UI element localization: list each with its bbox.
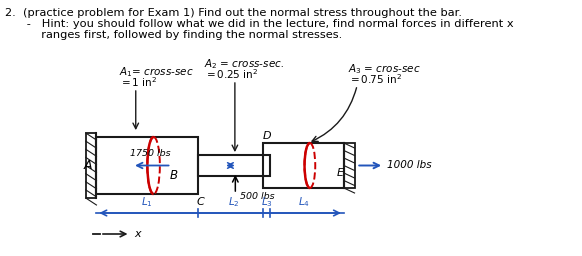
Text: $L_2$: $L_2$ <box>228 195 240 209</box>
Text: C: C <box>196 197 204 207</box>
Text: 1750 lbs: 1750 lbs <box>130 148 171 157</box>
Text: $L_3$: $L_3$ <box>261 195 272 209</box>
Text: $L_1$: $L_1$ <box>141 195 153 209</box>
Text: $A_2$ = cross-sec.: $A_2$ = cross-sec. <box>204 57 284 71</box>
Text: $A_3$ = cros-sec: $A_3$ = cros-sec <box>348 62 421 76</box>
Text: $= 0.75\ \mathrm{in}^2$: $= 0.75\ \mathrm{in}^2$ <box>348 72 402 86</box>
Text: 2.  (practice problem for Exam 1) Find out the normal stress throughout the bar.: 2. (practice problem for Exam 1) Find ou… <box>5 8 462 18</box>
Text: D: D <box>262 131 271 141</box>
Text: ranges first, followed by finding the normal stresses.: ranges first, followed by finding the no… <box>5 30 343 40</box>
Text: 500 lbs: 500 lbs <box>240 192 275 201</box>
Text: $x$: $x$ <box>134 229 143 239</box>
Text: $= 1\ \mathrm{in}^2$: $= 1\ \mathrm{in}^2$ <box>119 75 157 89</box>
Text: $= 0.25\ \mathrm{in}^2$: $= 0.25\ \mathrm{in}^2$ <box>204 67 258 81</box>
Text: -   Hint: you should follow what we did in the lecture, find normal forces in di: - Hint: you should follow what we did in… <box>5 19 514 29</box>
Text: $A_1$= cross-sec: $A_1$= cross-sec <box>119 65 194 79</box>
Text: B: B <box>170 169 178 182</box>
Text: A: A <box>83 159 92 172</box>
Text: $L_4$: $L_4$ <box>297 195 310 209</box>
Text: E: E <box>337 168 344 178</box>
Text: 1000 lbs: 1000 lbs <box>386 161 431 170</box>
